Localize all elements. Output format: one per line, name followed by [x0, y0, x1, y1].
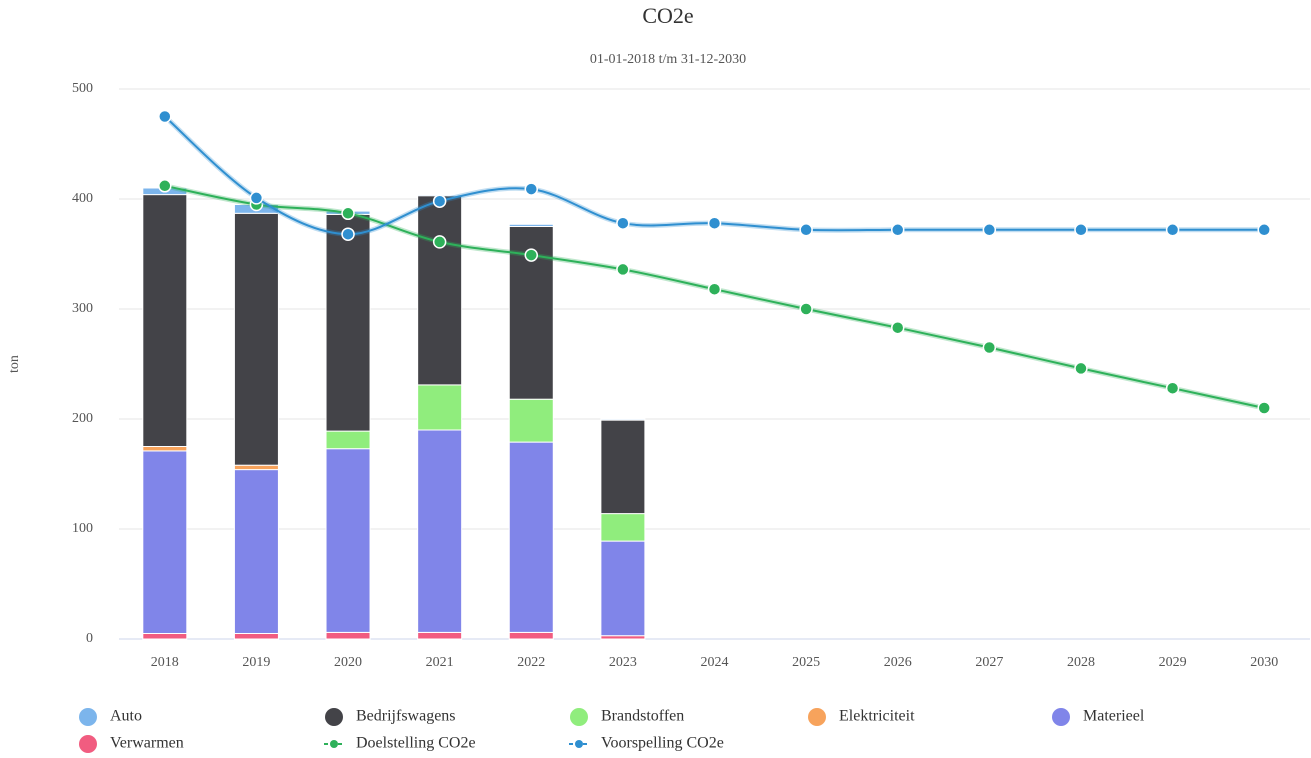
- x-tick-label: 2020: [334, 655, 362, 670]
- line-point: [341, 227, 355, 241]
- legend-symbol: [325, 708, 343, 726]
- line-point: [616, 216, 630, 230]
- bar-segment: [417, 429, 463, 633]
- x-tick-label: 2018: [151, 655, 179, 670]
- line-point: [1074, 223, 1088, 237]
- line-point: [1074, 361, 1088, 376]
- bar-segment: [508, 223, 554, 228]
- bar-segment: [233, 633, 279, 640]
- bar-segment: [508, 441, 554, 633]
- y-tick-label: 0: [86, 631, 93, 646]
- y-tick-label: 200: [72, 411, 93, 426]
- line-point: [1257, 223, 1271, 237]
- legend-symbol: [79, 708, 97, 726]
- bar-segment: [417, 631, 463, 640]
- legend-label: Verwarmen: [110, 735, 184, 752]
- x-tick-label: 2029: [1159, 655, 1187, 670]
- bar-segment: [600, 419, 646, 515]
- line-point: [524, 182, 539, 196]
- x-tick-label: 2030: [1250, 655, 1278, 670]
- line-point: [158, 109, 172, 124]
- x-tick-label: 2022: [517, 655, 545, 670]
- bar-segment: [233, 464, 279, 471]
- legend-label: Elektriciteit: [839, 708, 915, 725]
- legend-label: Auto: [110, 708, 142, 725]
- line-point: [249, 191, 264, 205]
- bar-segment: [417, 195, 463, 386]
- x-tick-label: 2027: [975, 655, 1003, 670]
- x-tick-label: 2025: [792, 655, 820, 670]
- line-point: [982, 223, 997, 237]
- bar-segment: [325, 631, 371, 640]
- y-axis-label: ton: [7, 355, 22, 373]
- line-point: [890, 223, 905, 237]
- legend-symbol: [575, 740, 583, 748]
- legend-symbol: [570, 708, 588, 726]
- line-point: [799, 223, 813, 237]
- line-point: [1165, 223, 1180, 237]
- chart-subtitle: 01-01-2018 t/m 31-12-2030: [590, 52, 746, 67]
- line-point: [799, 302, 813, 316]
- legend-label: Doelstelling CO2e: [356, 735, 476, 752]
- line-point: [707, 216, 722, 230]
- line-point: [432, 235, 447, 249]
- line-point: [890, 320, 905, 335]
- bar-segment: [325, 213, 371, 432]
- line-point: [1165, 381, 1180, 395]
- bar-segment: [233, 469, 279, 634]
- line-point: [341, 206, 355, 221]
- bar-segment: [325, 430, 371, 450]
- line-point: [1257, 401, 1271, 415]
- x-tick-label: 2026: [884, 655, 912, 670]
- x-tick-label: 2023: [609, 655, 637, 670]
- bar-segment: [142, 633, 188, 640]
- line-point: [524, 248, 539, 262]
- y-tick-label: 400: [72, 191, 93, 206]
- bar-segment: [142, 450, 188, 634]
- y-tick-label: 300: [72, 301, 93, 316]
- legend-label: Materieel: [1083, 708, 1145, 725]
- legend-symbol: [79, 735, 97, 753]
- bar-segment: [325, 448, 371, 633]
- line-point: [432, 194, 447, 208]
- chart-title: CO2e: [642, 3, 693, 28]
- bar-segment: [600, 540, 646, 637]
- bar-segment: [600, 418, 646, 421]
- legend-symbol: [330, 740, 338, 748]
- line-point: [707, 282, 722, 296]
- line-point: [158, 179, 172, 193]
- bar-segment: [600, 513, 646, 542]
- legend-label: Brandstoffen: [601, 708, 684, 725]
- legend-symbol: [808, 708, 826, 726]
- x-tick-label: 2024: [701, 655, 729, 670]
- bar-segment: [417, 384, 463, 431]
- x-tick-label: 2019: [242, 655, 270, 670]
- x-tick-label: 2028: [1067, 655, 1095, 670]
- bar-segment: [233, 212, 279, 466]
- legend-label: Voorspelling CO2e: [601, 735, 724, 752]
- y-tick-label: 500: [72, 81, 93, 96]
- legend-label: Bedrijfswagens: [356, 708, 456, 725]
- line-point: [982, 340, 997, 355]
- bar-segment: [508, 398, 554, 443]
- x-tick-label: 2021: [426, 655, 454, 670]
- line-point: [616, 262, 630, 277]
- legend-symbol: [1052, 708, 1070, 726]
- bar-segment: [508, 631, 554, 640]
- y-tick-label: 100: [72, 521, 93, 536]
- bar-segment: [142, 194, 188, 447]
- bar-segment: [142, 446, 188, 452]
